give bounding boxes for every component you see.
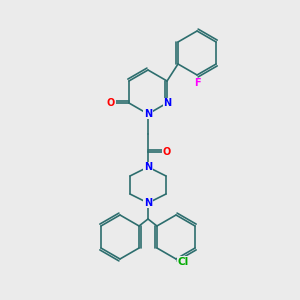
Text: O: O [163,147,171,157]
Text: N: N [144,109,152,119]
Text: N: N [163,98,171,108]
Text: Cl: Cl [177,257,189,267]
Text: N: N [144,198,152,208]
Text: N: N [144,162,152,172]
Text: O: O [107,98,115,108]
Text: F: F [194,78,200,88]
